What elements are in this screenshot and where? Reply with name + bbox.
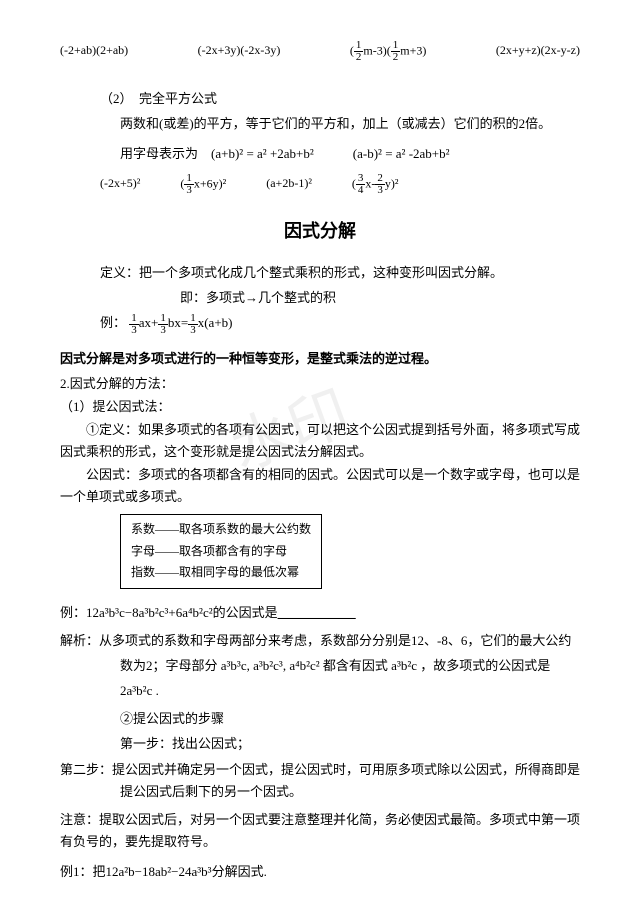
main-title: 因式分解 <box>60 216 580 247</box>
section-2-formula: 用字母表示为 (a+b)² = a² +2ab+b² (a-b)² = a² -… <box>60 143 580 165</box>
definition: 定义：把一个多项式化成几个整式乘积的形式，这种变形叫因式分解。 <box>60 262 580 284</box>
example-row-1: (-2+ab)(2+ab) (-2x+3y)(-2x-3y) (12m-3)(1… <box>60 40 580 63</box>
example-row-2: (-2x+5)² (13x+6y)² (a+2b-1)² (34x-23y)² <box>100 173 580 196</box>
rule-line: 字母——取各项都含有的字母 <box>131 541 311 563</box>
p2: 2.因式分解的方法： <box>60 373 580 395</box>
expr: (-2+ab)(2+ab) <box>60 40 128 63</box>
section-2-desc: 两数和(或差)的平方，等于它们的平方和，加上（或减去）它们的积的2倍。 <box>60 113 580 135</box>
rule-line: 指数——取相同字母的最低次幂 <box>131 562 311 584</box>
expr: (a+2b-1)² <box>266 173 312 196</box>
definition-sub: 即：多项式→几个整式的积 <box>60 287 580 309</box>
expr: (2x+y+z)(2x-y-z) <box>496 40 580 63</box>
analysis-1: 解析：从多项式的系数和字母两部分来考虑，系数部分分别是12、-8、6，它们的最大… <box>60 630 580 652</box>
expr: (12m-3)(12m+3) <box>350 40 426 63</box>
p3: （1）提公因式法： <box>60 396 580 418</box>
p4: ①定义：如果多项式的各项有公因式，可以把这个公因式提到括号外面，将多项式写成因式… <box>60 419 580 463</box>
note: 注意：提取公因式后，对另一个因式要注意整理并化简，务必使因式最简。多项式中第一项… <box>60 809 580 853</box>
rule-line: 系数——取各项系数的最大公约数 <box>131 519 311 541</box>
expr: (-2x+3y)(-2x-3y) <box>198 40 281 63</box>
p1: 因式分解是对多项式进行的一种恒等变形，是整式乘法的逆过程。 <box>60 348 580 370</box>
definition-example: 例： 13ax+13bx=13x(a+b) <box>60 312 580 336</box>
step-1: 第一步：找出公因式； <box>60 733 580 755</box>
analysis-2: 数为2；字母部分 a³b³c, a³b²c³, a⁴b²c² 都含有因式 a³b… <box>60 655 580 677</box>
section-2-header: （2） 完全平方公式 <box>60 88 580 110</box>
expr: (34x-23y)² <box>352 173 399 196</box>
step-title: ②提公因式的步骤 <box>60 708 580 730</box>
example-2: 例：12a³b³c−8a³b²c³+6a⁴b²c²的公因式是__________… <box>60 602 580 624</box>
analysis-3: 2a³b²c . <box>60 680 580 702</box>
p5: 公因式：多项式的各项都含有的相同的因式。公因式可以是一个数字或字母，也可以是一个… <box>60 464 580 508</box>
step-2: 第二步：提公因式并确定另一个因式，提公因式时，可用原多项式除以公因式，所得商即是… <box>60 759 580 803</box>
expr: (-2x+5)² <box>100 173 140 196</box>
rule-box: 系数——取各项系数的最大公约数 字母——取各项都含有的字母 指数——取相同字母的… <box>120 514 322 589</box>
example-3: 例1：把12a²b−18ab²−24a³b³分解因式. <box>60 861 580 883</box>
expr: (13x+6y)² <box>180 173 226 196</box>
